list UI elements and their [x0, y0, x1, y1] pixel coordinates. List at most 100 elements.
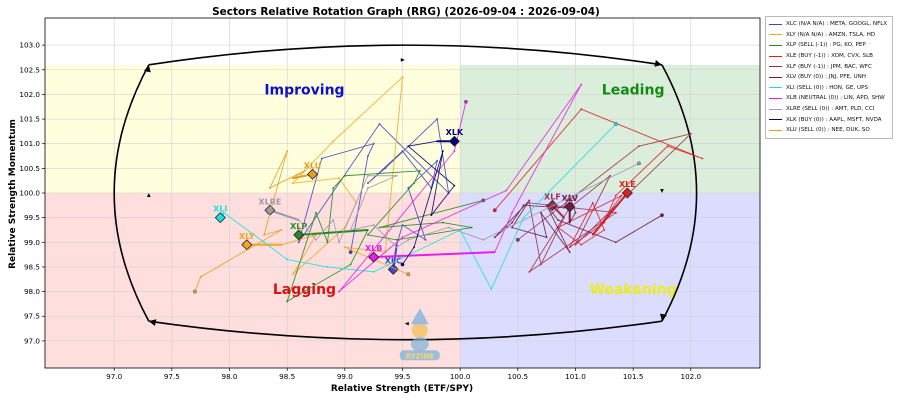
rotation-arc — [148, 320, 663, 341]
trail-point — [459, 229, 462, 231]
legend-swatch — [769, 87, 782, 89]
series-label: XLP — [290, 222, 307, 231]
rotation-marker — [400, 58, 405, 62]
x-tick-label: 100.5 — [508, 372, 529, 381]
trail-point — [436, 118, 438, 120]
legend-label: XLB (NEUTRAL (0)) : LIN, APD, SHW — [786, 95, 885, 102]
trail-line — [286, 170, 484, 303]
current-point-marker — [307, 168, 319, 180]
trail-point — [614, 241, 617, 244]
trail-point — [418, 169, 421, 172]
trail-point — [348, 250, 353, 255]
trail-point — [292, 182, 294, 185]
series-label: XLF — [544, 192, 561, 201]
trail-point — [349, 263, 352, 266]
series-xlb: XLB — [338, 83, 583, 293]
trail-point — [395, 238, 398, 241]
trail-point — [522, 216, 525, 219]
trail-point — [511, 221, 513, 224]
trail-point — [620, 194, 623, 197]
y-tick-label: 102.5 — [19, 65, 40, 74]
trail-point — [613, 122, 618, 126]
trail-point — [464, 99, 468, 104]
trail-point — [493, 236, 496, 239]
quadrant-label-leading: Leading — [602, 82, 665, 98]
legend-swatch — [769, 23, 782, 25]
trail-point — [263, 234, 266, 236]
legend-swatch — [769, 119, 782, 121]
series-xlv: XLV — [493, 194, 664, 254]
trail-head-segment — [269, 209, 300, 222]
quadrant-label-weakening: Weakening — [590, 282, 677, 298]
trail-point — [372, 270, 375, 273]
trail-point — [367, 174, 369, 177]
x-tick-label: 97.5 — [164, 372, 180, 381]
trail-point — [660, 213, 664, 218]
trail-point — [280, 229, 283, 231]
trail-point — [591, 201, 594, 204]
trail-point — [490, 288, 493, 291]
trail-point — [338, 290, 340, 293]
quadrant-weakening-bg — [460, 193, 760, 368]
y-tick-label: 99.5 — [24, 213, 40, 222]
trail-point — [332, 219, 335, 222]
trail-point — [338, 177, 340, 180]
rotation-arrowhead — [660, 313, 667, 322]
trail-point — [614, 211, 617, 214]
legend-label: XLY (N/A N/A) : AMZN, TSLA, HD — [786, 31, 876, 38]
x-tick-label: 97.0 — [106, 372, 122, 381]
rotation-arc — [113, 64, 150, 322]
trail-point — [286, 150, 289, 152]
quadrant-leading-bg — [460, 64, 760, 193]
quadrant-improving-bg — [45, 64, 461, 193]
x-tick-label: 98.0 — [222, 372, 238, 381]
legend-swatch — [769, 66, 782, 68]
trail-point — [701, 157, 704, 160]
trail-point — [492, 208, 497, 213]
legend-item: XLK (BUY (0)) : AAPL, MSFT, NVDA — [769, 114, 889, 125]
trail-line — [402, 140, 456, 265]
y-tick-label: 101.5 — [19, 115, 40, 124]
legend-item: XLRE (SELL (0)) : AMT, PLD, CCI — [769, 104, 889, 115]
logo-text: RYZINE — [406, 352, 435, 360]
trail-head-segment — [298, 228, 368, 236]
legend-item: XLU (SELL (0)) : NEE, DUK, SO — [769, 125, 889, 136]
trail-point — [603, 229, 606, 231]
legend-swatch — [769, 108, 782, 110]
logo-hat — [410, 308, 429, 325]
series-xlre: XLRE — [258, 161, 641, 249]
current-point-marker — [293, 229, 305, 241]
trail-point — [384, 167, 387, 170]
y-tick-label: 100.0 — [19, 189, 40, 198]
trail-point — [367, 182, 369, 185]
trail-point — [193, 289, 197, 294]
trail-point — [511, 211, 513, 214]
trail-point — [557, 219, 560, 222]
trail-line — [517, 133, 693, 273]
trail-point — [447, 226, 450, 229]
series-label: XLC — [385, 256, 402, 265]
trail-point — [320, 157, 323, 160]
series-label: XLI — [213, 205, 227, 214]
watermark-logo: RYZINE — [399, 308, 440, 361]
legend-label: XLV (BUY (0)) : JNJ, PFE, UNH — [786, 74, 866, 81]
trail-point — [580, 83, 583, 86]
trail-point — [286, 300, 289, 303]
legend-swatch — [769, 44, 782, 46]
current-point-marker — [621, 187, 633, 199]
y-tick-label: 98.0 — [24, 287, 40, 296]
trail-point — [515, 237, 520, 242]
legend-item: XLB (NEUTRAL (0)) : LIN, APD, SHW — [769, 93, 889, 104]
trail-point — [614, 194, 617, 197]
rotation-marker — [660, 189, 664, 193]
series-label: XLK — [446, 128, 464, 137]
trail-point — [326, 266, 329, 268]
trail-point — [689, 132, 692, 135]
trail-point — [338, 241, 340, 244]
x-tick-label: 99.0 — [337, 372, 353, 381]
trail-point — [292, 273, 294, 276]
x-tick-label: 100.0 — [450, 372, 471, 381]
trail-point — [482, 238, 485, 241]
logo-banner — [399, 350, 440, 361]
trail-point — [568, 246, 571, 249]
